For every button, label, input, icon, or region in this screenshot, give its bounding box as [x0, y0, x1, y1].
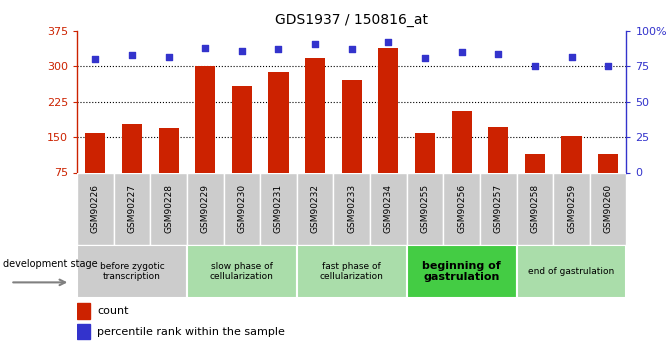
Point: [493, 51, 504, 57]
FancyBboxPatch shape: [114, 172, 150, 245]
FancyBboxPatch shape: [150, 172, 187, 245]
Text: count: count: [97, 306, 129, 316]
Bar: [488, 127, 509, 208]
Text: GSM90233: GSM90233: [347, 184, 356, 233]
Title: GDS1937 / 150816_at: GDS1937 / 150816_at: [275, 13, 428, 27]
Text: GSM90256: GSM90256: [457, 184, 466, 233]
Point: [163, 54, 174, 59]
Point: [383, 40, 394, 45]
FancyBboxPatch shape: [187, 172, 224, 245]
Text: beginning of
gastrulation: beginning of gastrulation: [422, 261, 501, 283]
FancyBboxPatch shape: [187, 245, 297, 298]
Bar: [561, 136, 582, 208]
Point: [310, 41, 320, 47]
FancyBboxPatch shape: [297, 172, 334, 245]
FancyBboxPatch shape: [260, 172, 297, 245]
FancyBboxPatch shape: [224, 172, 260, 245]
Bar: [195, 66, 215, 208]
Point: [529, 63, 540, 69]
Bar: [85, 134, 105, 208]
FancyBboxPatch shape: [334, 172, 370, 245]
Bar: [77, 324, 90, 339]
FancyBboxPatch shape: [517, 172, 553, 245]
Bar: [269, 72, 289, 208]
Bar: [452, 111, 472, 208]
Text: GSM90226: GSM90226: [91, 184, 100, 233]
Point: [603, 63, 614, 69]
Text: GSM90258: GSM90258: [531, 184, 539, 233]
Bar: [232, 86, 252, 208]
Point: [566, 54, 577, 59]
Point: [200, 45, 210, 51]
Point: [273, 47, 284, 52]
Text: GSM90255: GSM90255: [421, 184, 429, 233]
Text: end of gastrulation: end of gastrulation: [529, 267, 614, 276]
Bar: [415, 134, 435, 208]
FancyBboxPatch shape: [444, 172, 480, 245]
Bar: [379, 49, 399, 208]
FancyBboxPatch shape: [77, 172, 114, 245]
Bar: [159, 128, 179, 208]
Text: GSM90230: GSM90230: [237, 184, 247, 233]
Text: GSM90227: GSM90227: [127, 184, 137, 233]
Bar: [598, 154, 618, 208]
FancyBboxPatch shape: [553, 172, 590, 245]
Bar: [122, 124, 142, 208]
Point: [127, 52, 137, 58]
Point: [456, 50, 467, 55]
Text: fast phase of
cellularization: fast phase of cellularization: [320, 262, 384, 282]
Point: [237, 48, 247, 53]
Bar: [77, 303, 90, 319]
FancyBboxPatch shape: [407, 172, 444, 245]
Text: GSM90259: GSM90259: [567, 184, 576, 233]
Text: development stage: development stage: [3, 259, 98, 269]
Text: GSM90229: GSM90229: [201, 184, 210, 233]
FancyBboxPatch shape: [77, 245, 187, 298]
FancyBboxPatch shape: [297, 245, 407, 298]
Text: GSM90232: GSM90232: [311, 184, 320, 233]
Text: GSM90257: GSM90257: [494, 184, 502, 233]
Text: GSM90228: GSM90228: [164, 184, 173, 233]
Text: slow phase of
cellularization: slow phase of cellularization: [210, 262, 274, 282]
Bar: [525, 154, 545, 208]
Point: [419, 55, 430, 61]
Bar: [305, 58, 325, 208]
FancyBboxPatch shape: [517, 245, 626, 298]
Point: [346, 47, 357, 52]
FancyBboxPatch shape: [407, 245, 517, 298]
Text: GSM90234: GSM90234: [384, 184, 393, 233]
FancyBboxPatch shape: [590, 172, 626, 245]
Text: GSM90260: GSM90260: [604, 184, 612, 233]
Text: percentile rank within the sample: percentile rank within the sample: [97, 327, 285, 337]
Text: before zygotic
transcription: before zygotic transcription: [100, 262, 164, 282]
Point: [90, 57, 100, 62]
FancyBboxPatch shape: [480, 172, 517, 245]
FancyBboxPatch shape: [370, 172, 407, 245]
Text: GSM90231: GSM90231: [274, 184, 283, 233]
Bar: [342, 80, 362, 208]
